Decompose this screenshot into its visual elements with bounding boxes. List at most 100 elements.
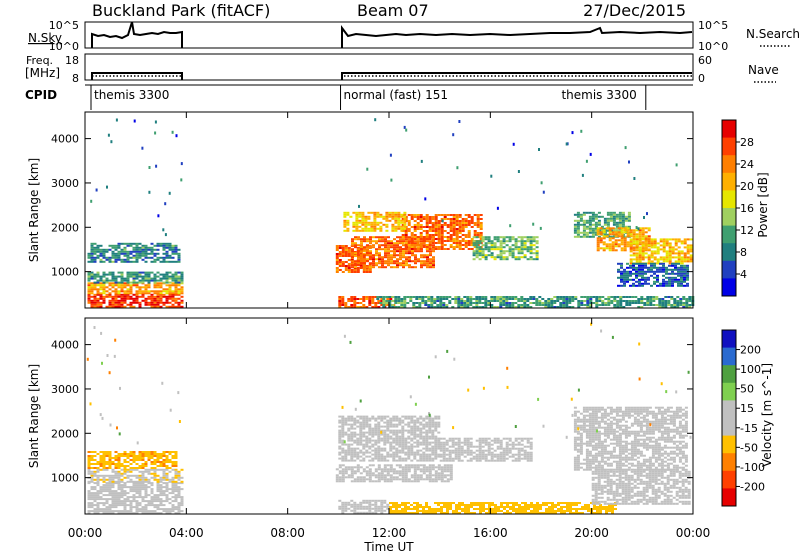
heatmap-cell-0-6 — [434, 246, 438, 248]
heatmap-cell-0-0 — [180, 299, 184, 302]
heatmap-cell-1-5 — [445, 441, 449, 444]
heatmap-cell-0-6 — [473, 224, 477, 226]
heatmap-cell-1-2 — [117, 463, 121, 465]
heatmap-cell-1-2 — [147, 451, 151, 453]
heatmap-cell-0-1 — [87, 282, 91, 285]
heatmap-speckle-0 — [420, 159, 423, 163]
heatmap-cell-0-10 — [646, 296, 650, 298]
heatmap-cell-0-9 — [350, 300, 354, 302]
heatmap-cell-0-8 — [514, 246, 518, 249]
heatmap-cell-0-5 — [414, 240, 417, 243]
heatmap-cell-0-10 — [682, 306, 686, 308]
heatmap-cell-0-3 — [150, 260, 154, 263]
heatmap-cell-0-3 — [99, 254, 103, 257]
heatmap-cell-0-2 — [126, 281, 130, 284]
heatmap-cell-0-1 — [117, 290, 121, 293]
heatmap-cell-0-10 — [673, 306, 677, 308]
heatmap-cell-0-10 — [493, 298, 497, 300]
heatmap-cell-0-13 — [677, 254, 681, 257]
heatmap-cell-0-6 — [452, 228, 456, 230]
heatmap-cell-1-4 — [395, 451, 399, 454]
heatmap-cell-0-10 — [682, 296, 686, 298]
heatmap-cell-1-5 — [475, 449, 479, 452]
heatmap-speckle-0 — [115, 118, 118, 122]
heatmap-cell-0-0 — [114, 301, 118, 304]
heatmap-cell-0-6 — [440, 234, 444, 236]
heatmap-cell-1-0 — [141, 486, 145, 489]
heatmap-cell-1-2 — [171, 451, 175, 453]
heatmap-cell-0-4 — [341, 261, 345, 263]
heatmap-cell-1-2 — [150, 461, 154, 463]
heatmap-cell-1-5 — [454, 449, 458, 452]
heatmap-cell-1-5 — [451, 439, 455, 442]
heatmap-cell-0-14 — [626, 266, 629, 269]
heatmap-cell-0-9 — [353, 300, 357, 302]
heatmap-cell-1-0 — [87, 492, 91, 495]
heatmap-cell-1-0 — [102, 494, 106, 497]
heatmap-cell-0-5 — [390, 258, 393, 261]
heatmap-cell-0-2 — [117, 271, 121, 274]
heatmap-cell-0-3 — [150, 246, 154, 249]
heatmap-speckle-0 — [175, 134, 178, 138]
heatmap-cell-0-12 — [620, 249, 624, 252]
heatmap-cell-0-0 — [144, 301, 148, 304]
heatmap-cell-1-0 — [99, 488, 103, 491]
heatmap-speckle-0 — [646, 212, 648, 216]
heatmap-cell-0-3 — [111, 254, 115, 257]
heatmap-cell-0-3 — [168, 246, 172, 249]
heatmap-cell-0-1 — [102, 286, 106, 289]
heatmap-cell-1-3 — [386, 474, 390, 477]
heatmap-cell-0-9 — [386, 298, 390, 300]
heatmap-cell-0-4 — [362, 271, 366, 273]
heatmap-cell-0-10 — [688, 306, 692, 308]
heatmap-cell-1-0 — [108, 488, 112, 491]
heatmap-cell-0-8 — [505, 236, 509, 239]
heatmap-cell-1-0 — [144, 504, 148, 507]
heatmap-cell-1-4 — [407, 437, 411, 440]
heatmap-cell-1-5 — [496, 457, 500, 460]
heatmap-cell-1-4 — [359, 437, 363, 440]
heatmap-cell-0-2 — [165, 279, 169, 282]
heatmap-cell-0-10 — [595, 306, 599, 308]
heatmap-cell-1-3 — [416, 474, 420, 477]
heatmap-cell-0-4 — [341, 271, 345, 273]
heatmap-cell-0-10 — [421, 302, 425, 304]
heatmap-cell-0-10 — [643, 304, 647, 306]
heatmap-cell-0-6 — [425, 216, 429, 218]
heatmap-cell-1-1 — [144, 476, 148, 479]
heatmap-cell-1-3 — [362, 478, 366, 481]
heatmap-cell-1-3 — [410, 464, 414, 467]
heatmap-cell-0-5 — [393, 246, 396, 249]
heatmap-cell-1-3 — [431, 480, 435, 483]
heatmap-cell-0-13 — [677, 240, 681, 243]
heatmap-cell-1-3 — [434, 474, 438, 477]
heatmap-cell-0-8 — [514, 244, 518, 247]
heatmap-cell-0-13 — [632, 238, 636, 241]
heatmap-cell-0-14 — [674, 276, 677, 279]
heatmap-cell-0-14 — [623, 272, 626, 275]
heatmap-cell-0-2 — [171, 277, 175, 280]
heatmap-cell-1-0 — [147, 504, 151, 507]
heatmap-cell-1-5 — [460, 441, 464, 444]
heatmap-cell-1-5 — [505, 447, 509, 450]
heatmap-cell-1-4 — [395, 443, 399, 446]
heatmap-cell-1-5 — [511, 443, 515, 446]
heatmap-cell-1-3 — [401, 466, 405, 469]
heatmap-cell-0-5 — [423, 264, 426, 267]
heatmap-cell-1-2 — [132, 467, 136, 469]
heatmap-cell-1-1 — [156, 478, 160, 481]
heatmap-cell-1-2 — [102, 463, 106, 465]
heatmap-cell-1-3 — [371, 464, 375, 467]
heatmap-cell-1-4 — [437, 441, 441, 444]
heatmap-cell-1-1 — [177, 470, 181, 473]
heatmap-cell-1-0 — [177, 482, 181, 485]
heatmap-cell-1-0 — [153, 510, 157, 513]
heatmap-cell-0-9 — [353, 306, 357, 308]
heatmap-cell-0-12 — [638, 233, 642, 236]
heatmap-cell-1-3 — [347, 466, 351, 469]
heatmap-cell-0-6 — [425, 218, 429, 220]
heatmap-cell-1-4 — [350, 423, 354, 426]
heatmap-cell-0-14 — [653, 270, 656, 273]
heatmap-cell-0-10 — [442, 306, 446, 308]
heatmap-cell-1-4 — [371, 433, 375, 436]
